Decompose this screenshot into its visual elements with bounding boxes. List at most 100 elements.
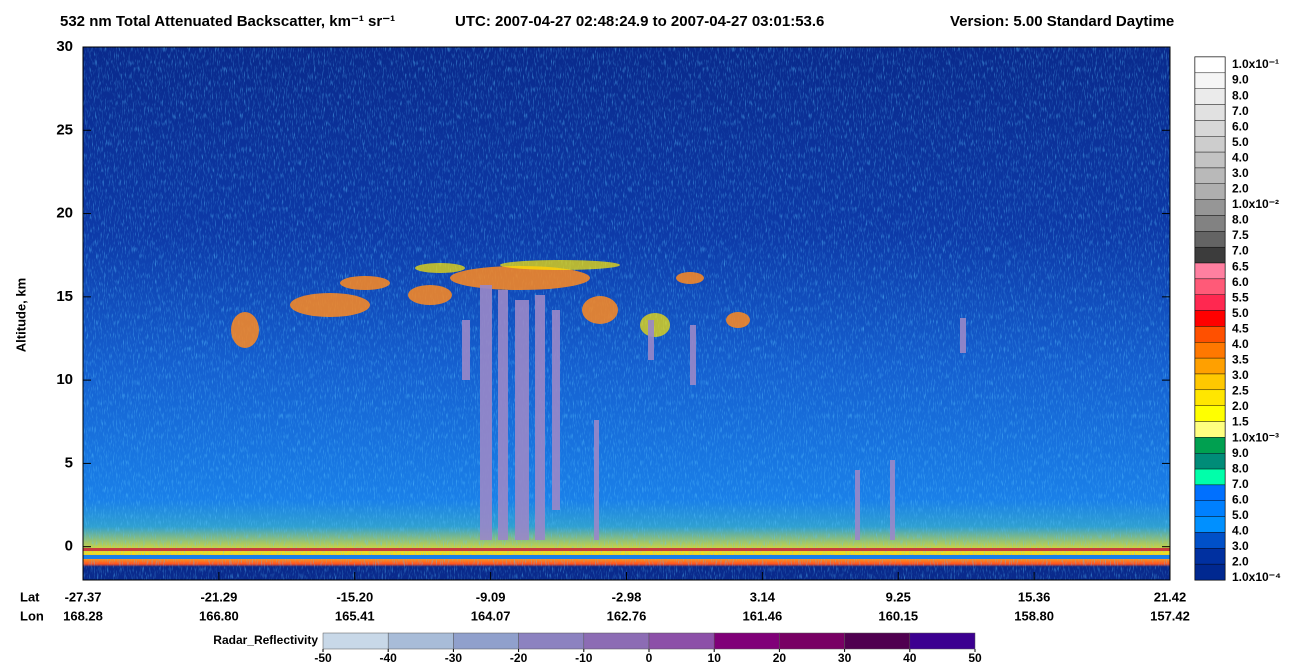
colorbar-label: 4.0 <box>1232 150 1249 164</box>
y-tick-label: 25 <box>56 121 73 138</box>
colorbar-label: 2.0 <box>1232 182 1249 196</box>
y-tick-label: 20 <box>56 205 73 222</box>
lon-value: 165.41 <box>335 608 375 623</box>
colorbar-label: 8.0 <box>1232 213 1249 227</box>
colorbar-bin <box>1194 468 1226 486</box>
colorbar-bin <box>1194 72 1226 89</box>
radar-bin <box>713 632 780 650</box>
lat-value: -15.20 <box>336 589 373 604</box>
radar-tick-label: 30 <box>838 651 852 665</box>
radar-title: Radar_Reflectivity <box>213 633 318 647</box>
colorbar-bin <box>1194 56 1226 74</box>
lon-value: 166.80 <box>199 608 239 623</box>
radar-tick-label: -40 <box>380 651 398 665</box>
colorbar-label: 1.0x10⁻¹ <box>1232 57 1279 71</box>
colorbar-label: 3.0 <box>1232 368 1249 382</box>
radar-bin <box>583 632 650 650</box>
radar-tick-label: 0 <box>646 651 653 665</box>
radar-bin <box>909 632 976 650</box>
colorbar-bin <box>1194 389 1226 406</box>
y-tick-label: 10 <box>56 371 73 388</box>
colorbar-label: 6.5 <box>1232 259 1249 273</box>
colorbar-bin <box>1194 421 1226 438</box>
colorbar-bin <box>1194 246 1226 264</box>
y-axis-label: Altitude, km <box>13 278 28 352</box>
colorbar-label: 7.0 <box>1232 104 1249 118</box>
chart-title: 532 nm Total Attenuated Backscatter, km⁻… <box>60 13 395 30</box>
radar-tick-label: -20 <box>510 651 528 665</box>
colorbar-label: 8.0 <box>1232 461 1249 475</box>
colorbar-bin <box>1194 373 1226 391</box>
lon-value: 157.42 <box>1150 608 1190 623</box>
lat-value: 3.14 <box>750 589 776 604</box>
colorbar-bin <box>1194 532 1226 549</box>
colorbar-bin <box>1194 262 1226 280</box>
radar-tick-label: 10 <box>708 651 722 665</box>
colorbar-bin <box>1194 104 1226 121</box>
colorbar-label: 9.0 <box>1232 446 1249 460</box>
y-tick-label: 5 <box>65 454 73 471</box>
lon-label: Lon <box>20 608 44 623</box>
lat-value: -21.29 <box>200 589 237 604</box>
version: Version: 5.00 Standard Daytime <box>950 13 1174 30</box>
lat-value: -2.98 <box>612 589 642 604</box>
colorbar-bin <box>1194 437 1226 454</box>
colorbar-label: 2.5 <box>1232 384 1249 398</box>
lat-value: 21.42 <box>1154 589 1187 604</box>
colorbar-bin <box>1194 199 1226 216</box>
colorbar-label: 5.0 <box>1232 508 1249 522</box>
radar-tick-label: -30 <box>445 651 463 665</box>
lat-value: -9.09 <box>476 589 506 604</box>
colorbar-bin <box>1194 516 1226 533</box>
colorbar-bin <box>1194 215 1226 232</box>
colorbar-label: 6.0 <box>1232 492 1249 506</box>
colorbar-bin <box>1194 548 1226 565</box>
radar-tick-label: 20 <box>773 651 787 665</box>
colorbar-bin <box>1194 151 1226 169</box>
lon-value: 168.28 <box>63 608 103 623</box>
radar-bin <box>779 632 845 650</box>
colorbar-label: 4.0 <box>1232 524 1249 538</box>
colorbar-label: 9.0 <box>1232 73 1249 87</box>
lon-value: 164.07 <box>471 608 511 623</box>
colorbar-label: 1.0x10⁻⁴ <box>1232 570 1281 584</box>
radar-tick-label: -10 <box>575 651 593 665</box>
colorbar-bin <box>1194 310 1226 327</box>
lon-value: 162.76 <box>607 608 647 623</box>
colorbar-label: 7.0 <box>1232 244 1249 258</box>
colorbar-label: 3.5 <box>1232 353 1249 367</box>
colorbar-label: 1.0x10⁻³ <box>1232 430 1279 444</box>
colorbar-bin <box>1194 120 1226 137</box>
colorbar-label: 5.0 <box>1232 135 1249 149</box>
colorbar-label: 1.0x10⁻² <box>1232 197 1279 211</box>
radar-bin <box>322 632 389 650</box>
colorbar-label: 6.0 <box>1232 119 1249 133</box>
colorbar-bin <box>1194 405 1226 422</box>
colorbar-label: 7.0 <box>1232 477 1249 491</box>
colorbar-bin <box>1194 294 1226 311</box>
lon-value: 161.46 <box>742 608 782 623</box>
colorbar-label: 7.5 <box>1232 228 1249 242</box>
radar-bin <box>387 632 454 650</box>
radar-tick-label: -50 <box>314 651 332 665</box>
colorbar-bin <box>1194 278 1226 295</box>
colorbar-label: 2.0 <box>1232 399 1249 413</box>
colorbar-bin <box>1194 136 1226 153</box>
radar-bin <box>518 632 585 650</box>
colorbar-label: 4.0 <box>1232 337 1249 351</box>
colorbar-bin <box>1194 484 1226 501</box>
lat-value: 15.36 <box>1018 589 1051 604</box>
colorbar-bin <box>1194 183 1226 200</box>
lat-value: 9.25 <box>886 589 911 604</box>
colorbar-label: 3.0 <box>1232 166 1249 180</box>
radar-tick-label: 50 <box>968 651 982 665</box>
colorbar-bin <box>1194 326 1226 343</box>
colorbar-bin <box>1194 357 1226 375</box>
lat-label: Lat <box>20 589 40 604</box>
y-tick-label: 30 <box>56 38 73 55</box>
colorbar-label: 1.5 <box>1232 415 1249 429</box>
colorbar-bin <box>1194 500 1226 517</box>
colorbar-bin <box>1194 563 1226 581</box>
colorbar-bin <box>1194 88 1226 105</box>
